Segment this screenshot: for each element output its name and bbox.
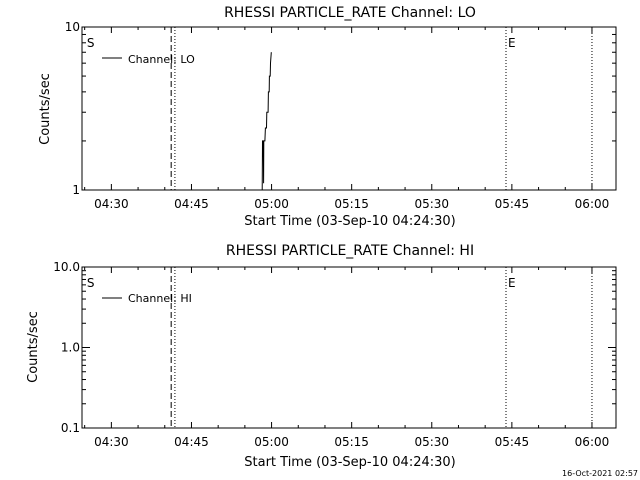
lo-y-tick-label: 1 bbox=[72, 183, 80, 197]
lo-marker-label-e: E bbox=[508, 36, 516, 50]
hi-plot-title: RHESSI PARTICLE_RATE Channel: HI bbox=[226, 243, 474, 259]
hi-y-tick-label: 10.0 bbox=[53, 260, 80, 274]
hi-x-tick-label: 05:15 bbox=[334, 435, 369, 449]
hi-x-tick-label: 04:45 bbox=[174, 435, 209, 449]
lo-plot-frame bbox=[81, 26, 617, 191]
hi-y-tick-label: 0.1 bbox=[61, 421, 80, 435]
hi-x-tick-label: 04:30 bbox=[94, 435, 129, 449]
lo-x-tick-label: 04:30 bbox=[94, 197, 129, 211]
hi-y-axis-label: Counts/sec bbox=[26, 311, 41, 383]
lo-y-axis-label: Counts/sec bbox=[38, 73, 53, 145]
hi-x-axis-label: Start Time (03-Sep-10 04:24:30) bbox=[244, 455, 455, 470]
hi-y-tick-label: 1.0 bbox=[61, 341, 80, 355]
lo-x-tick-label: 05:45 bbox=[495, 197, 530, 211]
lo-channel-panel: RHESSI PARTICLE_RATE Channel: LO Start T… bbox=[38, 5, 617, 229]
lo-legend-label: Channel: LO bbox=[128, 53, 195, 66]
lo-x-tick-label: 05:15 bbox=[334, 197, 369, 211]
lo-x-axis-label: Start Time (03-Sep-10 04:24:30) bbox=[244, 214, 455, 229]
lo-data-series-line bbox=[260, 52, 272, 191]
hi-legend-label: Channel: HI bbox=[128, 292, 192, 305]
lo-plot-title: RHESSI PARTICLE_RATE Channel: LO bbox=[224, 5, 476, 21]
hi-marker-label-e: E bbox=[508, 276, 516, 290]
hi-marker-label-s: S bbox=[87, 276, 95, 290]
lo-x-tick-label: 05:30 bbox=[414, 197, 449, 211]
hi-x-tick-label: 05:45 bbox=[495, 435, 530, 449]
hi-channel-panel: RHESSI PARTICLE_RATE Channel: HI Start T… bbox=[26, 243, 617, 470]
lo-y-tick-label: 10 bbox=[65, 20, 80, 34]
lo-x-tick-label: 06:00 bbox=[575, 197, 610, 211]
lo-x-tick-label: 04:45 bbox=[174, 197, 209, 211]
lo-marker-label-s: S bbox=[87, 36, 95, 50]
hi-x-tick-label: 05:30 bbox=[414, 435, 449, 449]
lo-x-tick-label: 05:00 bbox=[254, 197, 289, 211]
hi-x-tick-label: 05:00 bbox=[254, 435, 289, 449]
hi-x-tick-label: 06:00 bbox=[575, 435, 610, 449]
generation-timestamp: 16-Oct-2021 02:57 bbox=[562, 469, 638, 478]
